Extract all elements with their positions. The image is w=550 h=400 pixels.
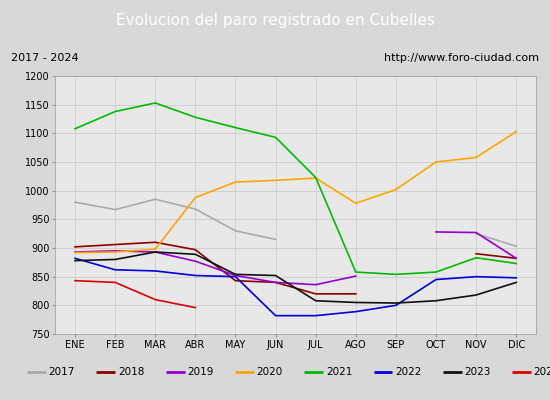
Text: 2021: 2021	[326, 367, 352, 377]
Text: 2020: 2020	[256, 367, 283, 377]
Text: http://www.foro-ciudad.com: http://www.foro-ciudad.com	[384, 53, 539, 63]
Text: 2017: 2017	[48, 367, 75, 377]
Text: 2023: 2023	[464, 367, 491, 377]
Text: 2018: 2018	[118, 367, 144, 377]
Text: 2022: 2022	[395, 367, 421, 377]
Text: Evolucion del paro registrado en Cubelles: Evolucion del paro registrado en Cubelle…	[116, 14, 435, 28]
Text: 2024: 2024	[534, 367, 550, 377]
Text: 2017 - 2024: 2017 - 2024	[11, 53, 79, 63]
Text: 2019: 2019	[187, 367, 213, 377]
